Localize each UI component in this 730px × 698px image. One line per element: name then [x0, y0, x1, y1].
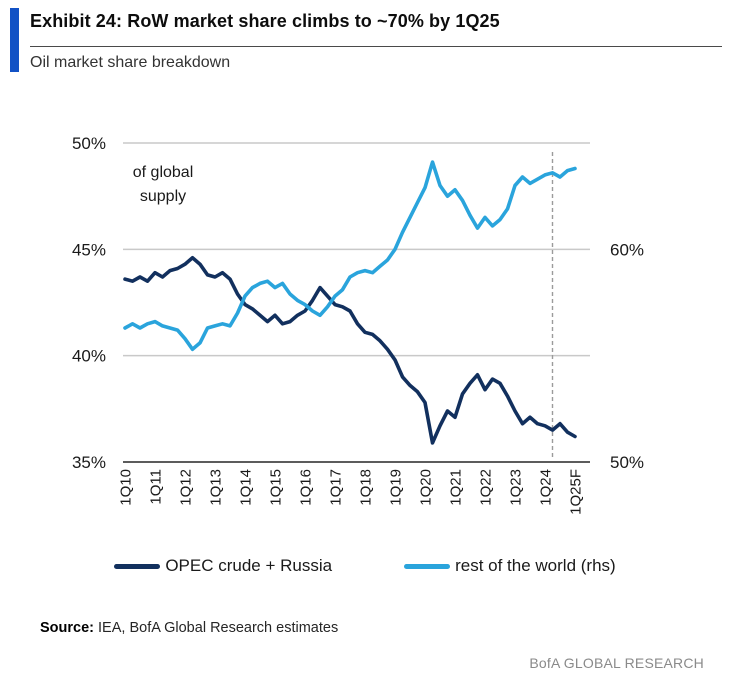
x-axis-tick: 1Q13 [208, 469, 225, 506]
brand-footer: BofA GLOBAL RESEARCH [529, 655, 704, 671]
x-axis-tick: 1Q16 [298, 469, 315, 506]
plot-annotation-line1: of global [132, 164, 194, 181]
legend-item-opec-russia: OPEC crude + Russia [114, 556, 332, 576]
legend-item-rest-of-world: rest of the world (rhs) [404, 556, 616, 576]
chart-legend: OPEC crude + Russia rest of the world (r… [0, 556, 730, 576]
legend-swatch-skyblue [404, 563, 451, 569]
x-axis-tick: 1Q24 [538, 469, 555, 506]
plot-annotation-line2: supply [139, 188, 187, 205]
oil-market-share-chart: 50% 45% 40% 35% 60% 50% 1Q10 1Q11 1Q12 1Q13 1Q14 1Q… [72, 134, 644, 515]
exhibit-title: Exhibit 24: RoW market share climbs to ~… [30, 11, 500, 31]
x-axis-tick: 1Q17 [328, 469, 345, 506]
x-axis-tick: 1Q10 [118, 469, 135, 506]
right-axis-tick: 50% [610, 453, 644, 472]
source-text: IEA, BofA Global Research estimates [94, 620, 339, 636]
x-axis-tick: 1Q21 [448, 469, 465, 506]
x-axis-tick: 1Q14 [238, 469, 255, 506]
legend-label-rest-of-world: rest of the world (rhs) [455, 556, 616, 575]
left-axis-tick: 50% [72, 134, 106, 153]
plot-annotation: of global supply [108, 161, 218, 209]
x-axis-tick: 1Q12 [178, 469, 195, 506]
x-axis-tick: 1Q22 [478, 469, 495, 506]
x-axis-tick: 1Q25F [568, 469, 585, 515]
series-line-rest-of-the-world-rhs- [123, 160, 577, 352]
x-axis-tick: 1Q23 [508, 469, 525, 506]
legend-label-opec-russia: OPEC crude + Russia [165, 556, 333, 575]
source-label: Source: [40, 620, 94, 636]
x-axis-tick: 1Q19 [388, 469, 405, 506]
exhibit-accent-bar [10, 8, 19, 72]
legend-swatch-navy [114, 563, 161, 569]
chart-subtitle: Oil market share breakdown [30, 54, 231, 71]
x-axis-tick: 1Q18 [358, 469, 375, 506]
left-axis-tick: 45% [72, 240, 106, 259]
source-line: Source: IEA, BofA Global Research estima… [40, 620, 338, 636]
x-axis-tick: 1Q11 [148, 469, 165, 505]
x-axis-tick: 1Q20 [418, 469, 435, 506]
series-line-opec-crude-russia [123, 255, 577, 445]
left-axis-tick: 35% [72, 453, 106, 472]
title-divider [30, 46, 722, 47]
x-axis-tick: 1Q15 [268, 469, 285, 506]
right-axis-tick: 60% [610, 240, 644, 259]
left-axis-tick: 40% [72, 347, 106, 366]
